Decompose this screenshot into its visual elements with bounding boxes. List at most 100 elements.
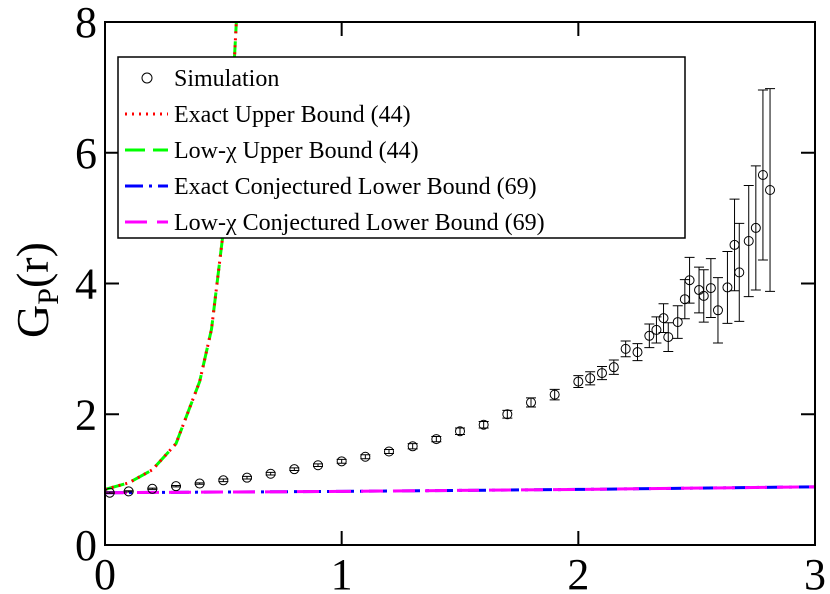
error-bar — [632, 343, 643, 362]
legend: Simulation Exact Upper Bound (44) Low-χ Up… — [117, 56, 686, 239]
error-bar — [502, 409, 513, 419]
error-bar — [698, 269, 709, 323]
data-point — [597, 368, 607, 379]
data-point — [651, 324, 662, 335]
data-point — [672, 317, 683, 328]
data-point — [171, 481, 181, 492]
error-bar — [171, 485, 181, 488]
legend-label: Exact Conjectured Lower Bound (69) — [174, 174, 537, 200]
legend-box — [117, 56, 686, 239]
data-point — [632, 347, 643, 358]
legend-label: Low-χ Conjectured Lower Bound (69) — [174, 210, 545, 236]
error-bar — [289, 467, 300, 471]
data-point — [765, 185, 776, 196]
error-bar — [765, 88, 776, 292]
error-bar — [644, 323, 655, 349]
legend-label: Low-χ Upper Bound (44) — [174, 138, 419, 164]
error-bar — [218, 478, 229, 483]
error-bar — [194, 482, 205, 485]
frame — [104, 21, 816, 546]
data-point — [663, 332, 674, 343]
error-bar — [679, 279, 690, 320]
data-point — [698, 290, 709, 301]
data-point — [194, 478, 205, 489]
data-point — [336, 456, 347, 467]
y-tick-label: 0 — [75, 521, 97, 570]
error-bar — [147, 487, 158, 490]
error-bar — [431, 435, 442, 443]
data-point — [478, 419, 489, 430]
error-bar — [712, 277, 723, 344]
legend-marker — [141, 72, 153, 84]
error-bar — [242, 475, 252, 480]
error-bar — [549, 388, 560, 401]
data-point — [722, 282, 733, 293]
error-bar — [757, 89, 768, 261]
data-point — [431, 434, 442, 445]
data-point — [360, 451, 371, 462]
error-bar — [384, 449, 394, 454]
error-bar — [313, 463, 323, 468]
error-bar — [620, 340, 631, 358]
data-point — [608, 362, 619, 373]
error-bar — [265, 471, 276, 476]
y-tick-label: 6 — [75, 129, 97, 178]
data-point — [384, 446, 394, 457]
x-tick-label: 2 — [567, 550, 589, 594]
x-tick-label: 1 — [331, 550, 353, 594]
error-bar — [729, 198, 740, 292]
data-point — [313, 460, 323, 471]
error-bar — [573, 375, 584, 388]
data-point — [573, 376, 584, 387]
legend-label: Exact Upper Bound (44) — [174, 102, 411, 128]
data-point — [585, 373, 596, 384]
data-point — [620, 343, 631, 354]
data-point — [407, 441, 418, 452]
error-bar — [663, 322, 674, 352]
error-bar — [123, 490, 134, 493]
y-axis-label: GP(r) — [7, 242, 65, 338]
error-bar — [750, 165, 761, 291]
y-label-rest: (r) — [7, 242, 58, 288]
error-bar — [658, 303, 669, 334]
y-label-sub: P — [32, 288, 65, 305]
data-point — [684, 275, 695, 286]
error-bar — [608, 359, 619, 375]
error-bar — [722, 250, 733, 324]
bound-line — [105, 485, 815, 495]
y-tick-label: 8 — [75, 0, 97, 47]
x-tick-label: 0 — [94, 550, 116, 594]
data-point — [123, 486, 134, 497]
data-point — [705, 283, 716, 294]
error-bar — [734, 222, 745, 322]
data-point — [549, 389, 560, 400]
error-bar — [672, 305, 683, 339]
data-point — [743, 236, 754, 247]
error-bar — [336, 458, 347, 464]
y-label-main: G — [7, 305, 58, 338]
data-point — [644, 330, 655, 341]
data-point — [265, 468, 276, 479]
y-tick-label: 2 — [75, 390, 97, 439]
error-bar — [705, 258, 716, 318]
data-point — [455, 426, 465, 437]
data-point — [218, 475, 229, 486]
error-bar — [360, 454, 371, 460]
legend-label: Simulation — [174, 66, 279, 92]
data-point — [242, 472, 252, 483]
x-tick-label: 3 — [804, 550, 826, 594]
error-bar — [694, 266, 705, 314]
error-bar — [743, 184, 754, 298]
data-point — [502, 409, 513, 420]
error-bar — [684, 256, 695, 304]
data-point — [147, 483, 158, 494]
data-point — [526, 397, 536, 408]
data-point — [289, 464, 300, 475]
data-point — [734, 267, 745, 278]
error-bar — [407, 443, 418, 450]
data-point — [712, 305, 723, 316]
error-bar — [651, 316, 662, 344]
error-bar — [105, 491, 115, 494]
data-point — [750, 222, 761, 233]
